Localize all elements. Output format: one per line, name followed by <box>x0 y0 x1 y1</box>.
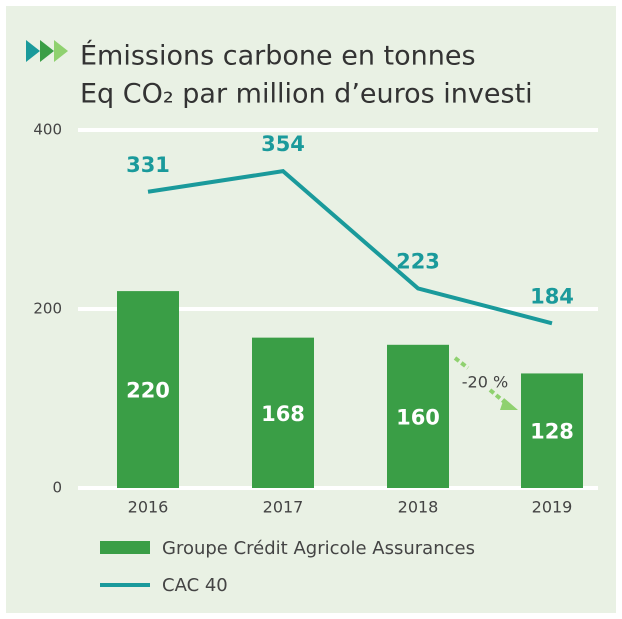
x-tick-label: 2016 <box>128 498 169 517</box>
bar-label: 220 <box>126 379 170 403</box>
x-tick-label: 2019 <box>532 498 573 517</box>
line-label: 331 <box>126 153 170 177</box>
bar <box>387 344 449 488</box>
line-label: 354 <box>261 132 305 156</box>
annotation: -20 % <box>462 373 508 392</box>
bar <box>252 337 314 488</box>
bar-label: 160 <box>396 405 440 429</box>
bar <box>521 373 583 488</box>
legend-label: CAC 40 <box>162 575 228 596</box>
y-tick-label: 0 <box>52 479 62 497</box>
x-tick-label: 2017 <box>263 498 304 517</box>
chart-title: Eq CO₂ par million d’euros investi <box>80 79 533 110</box>
y-tick-label: 400 <box>33 121 62 139</box>
line-label: 184 <box>530 284 574 308</box>
legend-label: Groupe Crédit Agricole Assurances <box>162 538 475 559</box>
bar <box>117 291 179 488</box>
bar-label: 168 <box>261 402 305 426</box>
annotation-arrows <box>453 356 518 410</box>
line <box>147 169 553 326</box>
title-icon <box>26 40 68 62</box>
legend-swatch <box>100 541 150 554</box>
line-label: 223 <box>396 249 440 273</box>
y-tick-label: 200 <box>33 300 62 318</box>
bar-label: 128 <box>530 420 574 444</box>
x-tick-label: 2018 <box>398 498 439 517</box>
chart-title: Émissions carbone en tonnes <box>80 40 476 72</box>
